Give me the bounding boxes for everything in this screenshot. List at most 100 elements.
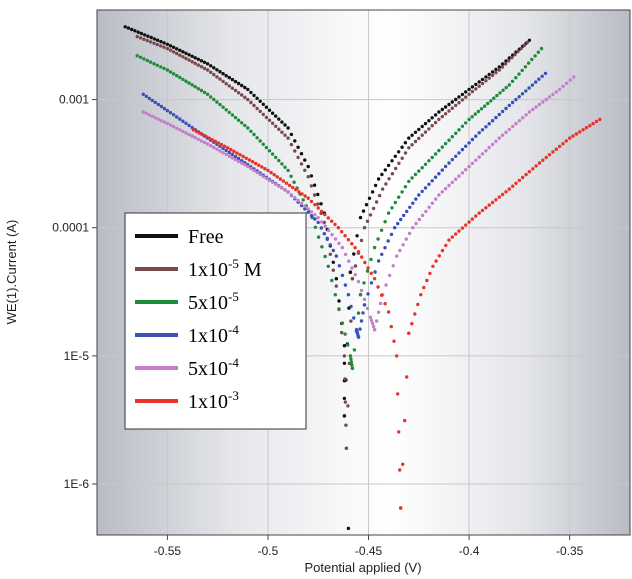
data-point [287,183,292,188]
data-point [212,97,216,102]
data-point [544,155,548,160]
data-point [414,221,418,226]
data-point [274,155,278,160]
data-point [190,54,194,58]
data-point [250,160,255,164]
data-point [342,414,347,418]
data-point [369,257,373,262]
data-point [303,168,307,172]
data-point [578,130,582,134]
data-point [187,132,191,137]
data-point [205,142,210,146]
data-point [352,348,357,352]
data-point [230,77,235,82]
data-point [487,72,491,77]
data-point [136,30,140,34]
data-point [358,327,362,331]
legend-label: 5x10-4 [188,355,239,380]
data-point [437,254,441,258]
data-point [386,211,391,215]
data-point [443,105,448,109]
data-point [187,81,191,85]
data-point [280,130,284,134]
data-point [252,103,256,108]
data-point [428,271,432,276]
data-point [444,243,448,248]
data-point [401,462,405,466]
data-point [434,259,438,263]
data-point [584,126,589,130]
data-point [283,133,287,137]
data-point [175,126,179,130]
data-point [147,113,151,117]
data-point [333,237,338,241]
data-point [349,304,353,309]
data-point [467,141,471,145]
data-point [384,182,388,186]
data-point [484,149,488,153]
data-point [130,27,134,32]
data-point [218,102,222,107]
data-point [520,68,524,73]
data-point [370,190,375,194]
data-point [407,136,411,140]
legend-label: 1x10-5 M [188,256,262,281]
data-point [477,84,481,88]
data-point [490,70,495,74]
data-point [249,129,253,133]
data-point [328,252,332,256]
data-point [359,288,364,293]
y-tick-label: 1E-5 [64,349,90,363]
data-point [539,46,544,51]
data-point [274,114,278,118]
data-point [480,128,485,132]
data-point [359,238,364,243]
data-point [473,112,477,116]
data-point [252,132,256,137]
data-point [218,70,222,74]
data-point [536,50,540,54]
data-point [521,175,525,180]
data-point [145,38,149,43]
data-point [236,156,241,161]
data-point [397,150,401,154]
data-point [460,92,465,97]
data-point [356,335,361,339]
x-tick-label: -0.35 [556,544,584,558]
data-point [249,90,253,95]
legend-label: Free [188,226,224,248]
data-point [343,400,348,404]
data-point [450,135,454,139]
data-point [531,107,535,112]
data-point [202,90,207,95]
data-point [400,156,404,160]
data-point [423,186,428,190]
data-point [240,161,244,165]
series-2 [135,46,544,370]
data-point [368,315,373,319]
data-point [283,165,287,169]
data-point [437,193,441,197]
data-point [240,93,244,97]
data-point [581,128,585,132]
data-point [370,321,375,326]
data-point [514,76,518,80]
data-point [138,36,143,40]
data-point [205,62,210,66]
data-point [464,223,468,227]
data-point [525,40,530,44]
data-point [353,264,358,268]
data-point [392,339,396,343]
data-point [193,61,197,66]
data-point [389,232,394,237]
data-point [155,42,159,47]
data-point [437,172,441,176]
data-point [541,158,545,162]
data-point [420,189,424,194]
data-point [571,134,575,138]
data-point [235,151,239,155]
data-point [386,310,391,314]
data-point [264,176,269,180]
data-point [316,206,320,210]
data-point [171,50,176,54]
